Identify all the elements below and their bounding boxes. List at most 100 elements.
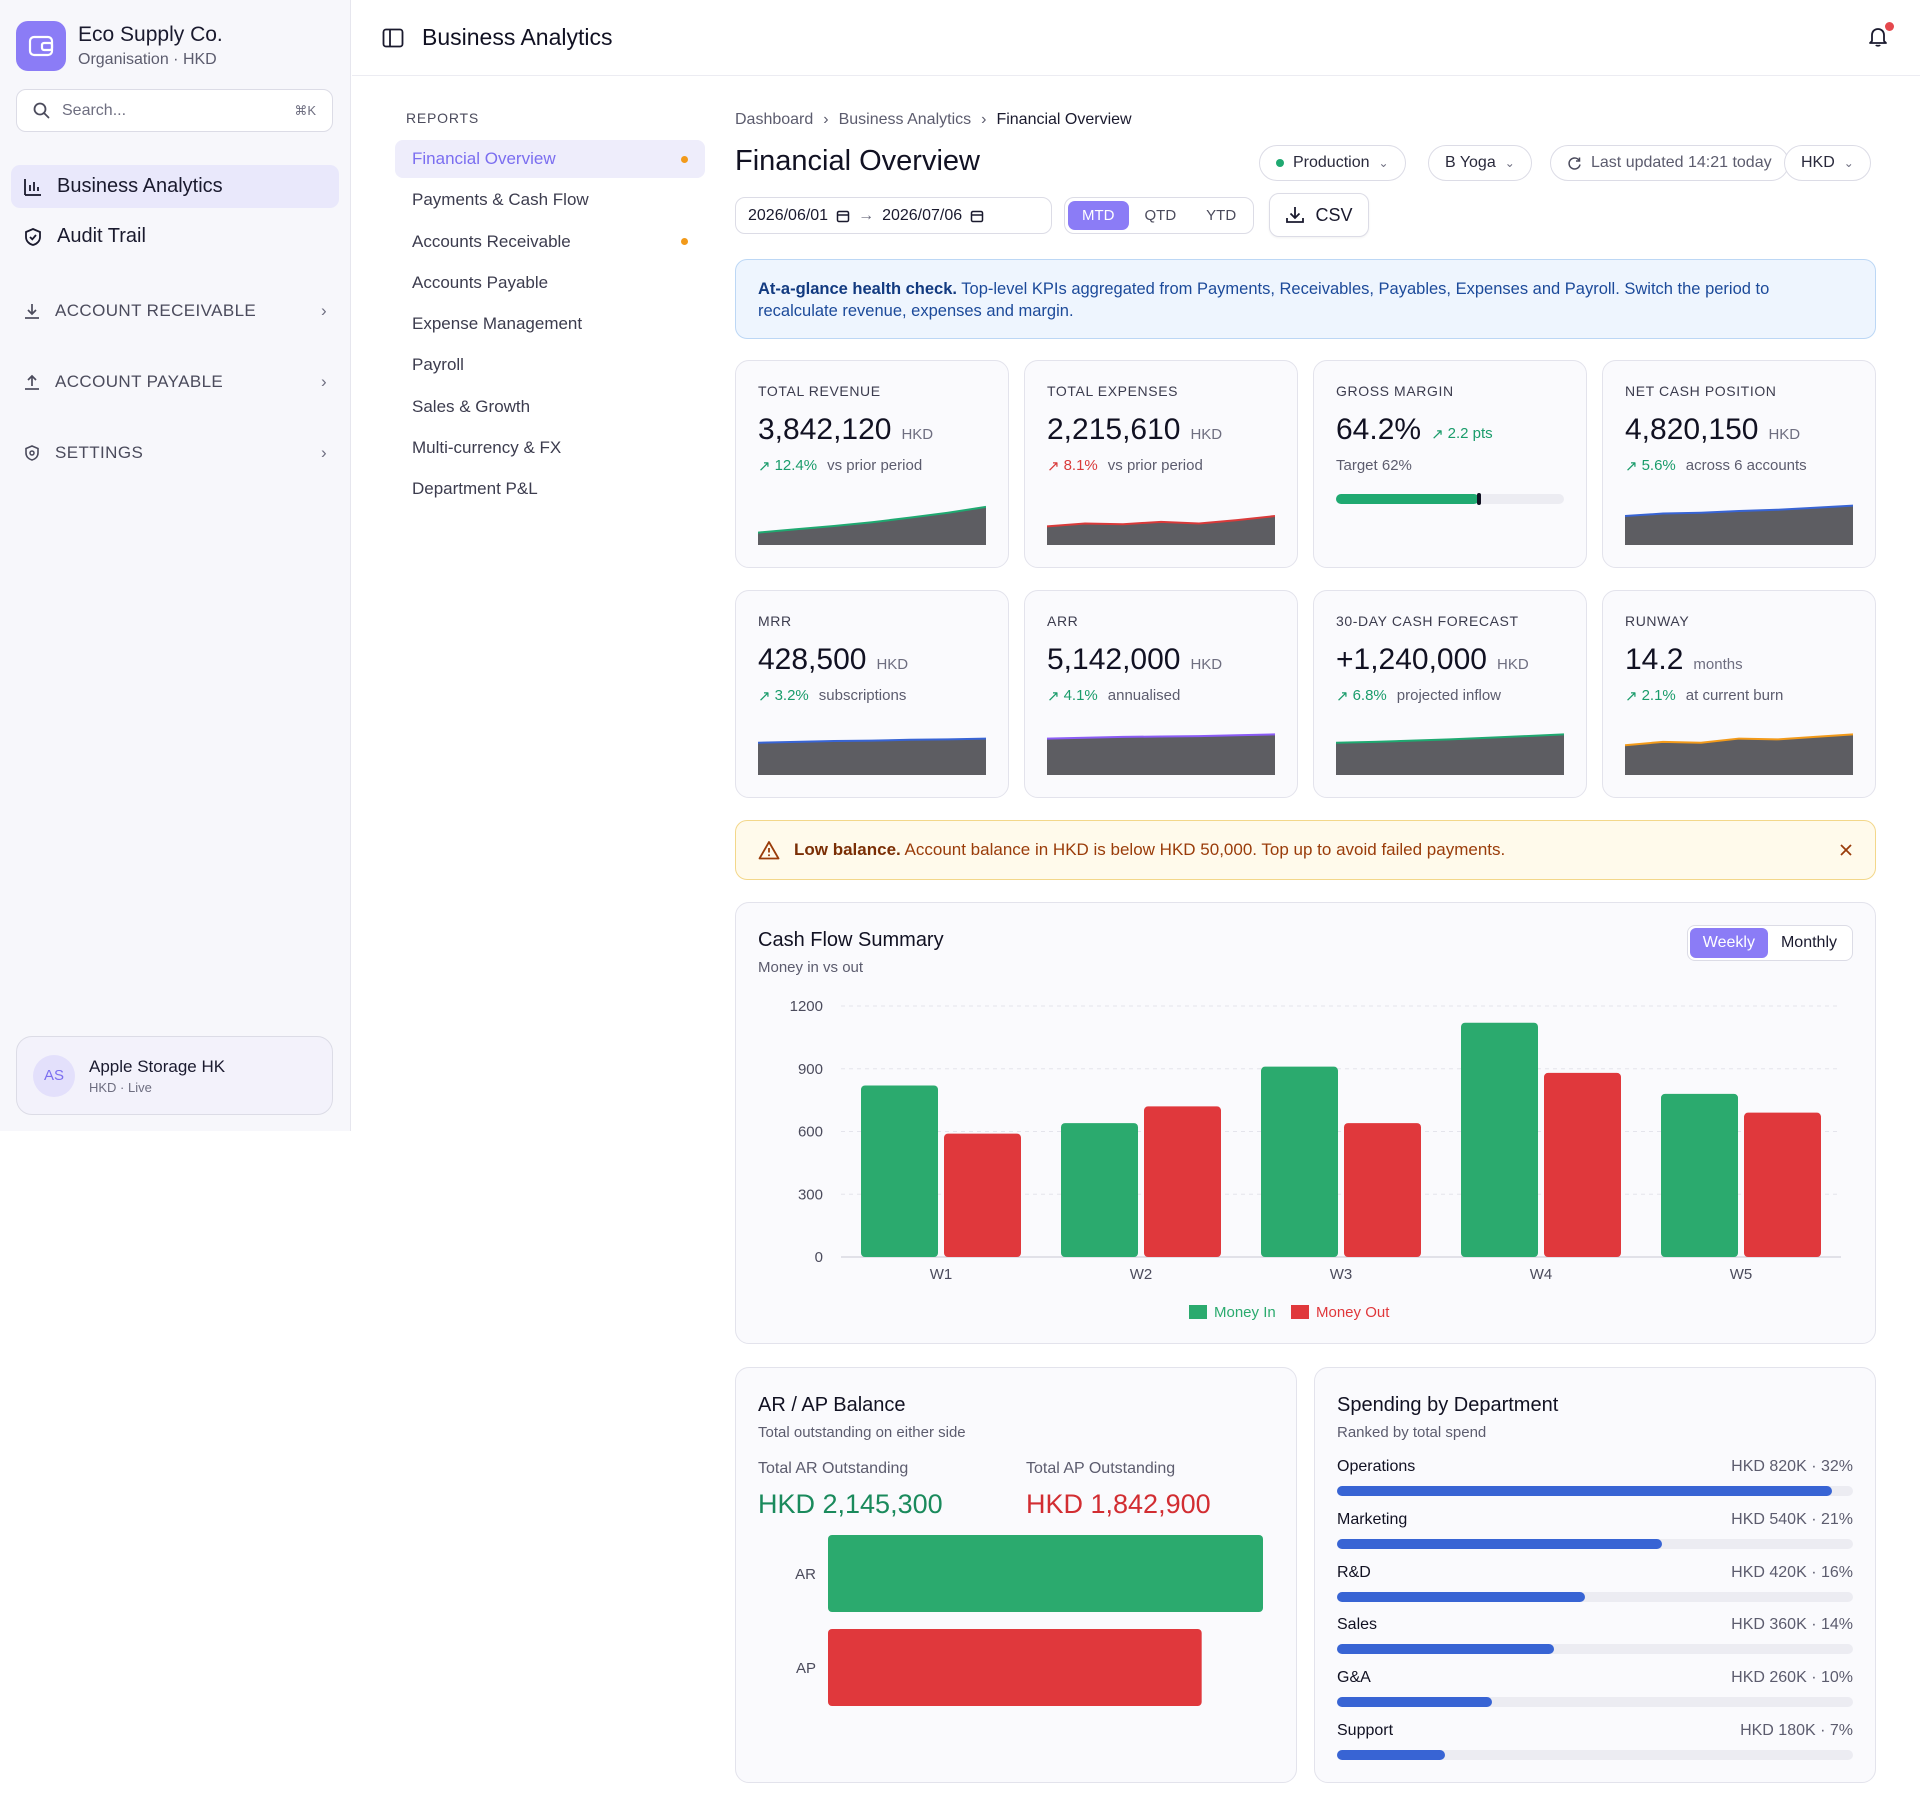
kpi-value-row: 5,142,000 HKD: [1047, 643, 1275, 677]
sparkline-line: [1625, 733, 1853, 747]
sparkline-area: [1047, 516, 1275, 545]
money-in-bar[interactable]: [1461, 1022, 1538, 1257]
sparkline-line: [1625, 504, 1853, 518]
report-item-label: Sales & Growth: [412, 396, 531, 416]
calendar-icon[interactable]: [970, 209, 984, 223]
money-in-bar[interactable]: [1061, 1123, 1138, 1257]
x-tick-label: W4: [1530, 1266, 1553, 1283]
report-item-label: Payroll: [412, 355, 464, 375]
money-in-bar[interactable]: [861, 1085, 938, 1257]
money-out-bar[interactable]: [1544, 1072, 1621, 1257]
sparkline: [1625, 733, 1853, 775]
kpi-value: 5,142,000: [1047, 643, 1181, 676]
account-name: Apple Storage HK: [89, 1056, 226, 1076]
legend-label[interactable]: Money Out: [1316, 1304, 1390, 1321]
department-name: G&A: [1337, 1669, 1371, 1687]
report-item[interactable]: Payroll: [395, 346, 705, 384]
x-tick-label: W5: [1730, 1266, 1753, 1283]
search-input[interactable]: Search... ⌘K: [16, 89, 333, 132]
kpi-change-note: across 6 accounts: [1685, 457, 1807, 474]
date-range-picker[interactable]: 2026/06/01 → 2026/07/06: [735, 197, 1052, 234]
environment-select[interactable]: Production ⌄: [1259, 145, 1406, 181]
close-icon[interactable]: [1839, 843, 1853, 857]
report-item[interactable]: Department P&L: [395, 470, 705, 508]
breadcrumb-business-analytics[interactable]: Business Analytics: [838, 111, 972, 128]
report-item[interactable]: Multi-currency & FX: [395, 429, 705, 467]
department-row[interactable]: Marketing HKD 540K · 21%: [1337, 1511, 1853, 1549]
toggle-weekly[interactable]: Weekly: [1689, 928, 1768, 958]
sidebar-group-settings[interactable]: SETTINGS ›: [11, 433, 339, 473]
money-out-bar[interactable]: [1744, 1112, 1821, 1257]
department-bar: [1337, 1538, 1663, 1549]
bar-chart-icon: [24, 178, 41, 196]
ar-bar[interactable]: [828, 1535, 1263, 1612]
report-item[interactable]: Expense Management: [395, 305, 705, 343]
trend-up-icon: ↗: [758, 458, 771, 475]
kpi-label: TOTAL EXPENSES: [1047, 383, 1179, 399]
arrow-right-icon: →: [858, 206, 875, 224]
department-row[interactable]: Support HKD 180K · 7%: [1337, 1722, 1853, 1760]
sidebar-group-account-payable[interactable]: ACCOUNT PAYABLE ›: [11, 362, 339, 402]
department-row[interactable]: R&D HKD 420K · 16%: [1337, 1564, 1853, 1602]
report-item[interactable]: Payments & Cash Flow: [395, 181, 705, 219]
date-from[interactable]: 2026/06/01: [748, 206, 829, 224]
report-item[interactable]: Accounts Payable: [395, 264, 705, 302]
money-out-bar[interactable]: [1144, 1106, 1221, 1257]
kpi-value: +1,240,000: [1336, 643, 1487, 676]
sparkline-line: [758, 505, 986, 534]
refresh-button[interactable]: Last updated 14:21 today: [1550, 145, 1789, 181]
sidebar-group-account-receivable[interactable]: ACCOUNT RECEIVABLE ›: [11, 291, 339, 331]
kpi-value-row: 14.2 months: [1625, 643, 1853, 677]
ar-label: Total AR Outstanding: [758, 1460, 909, 1477]
period-mtd[interactable]: MTD: [1068, 201, 1129, 230]
department-row[interactable]: Sales HKD 360K · 14%: [1337, 1616, 1853, 1655]
currency-select[interactable]: HKD ⌄: [1784, 145, 1871, 181]
org-switcher[interactable]: Eco Supply Co. Organisation · HKD: [16, 21, 223, 71]
sidebar-item-business-analytics[interactable]: Business Analytics: [11, 165, 339, 208]
date-to[interactable]: 2026/07/06: [882, 206, 963, 224]
period-ytd[interactable]: YTD: [1206, 207, 1237, 224]
y-tick-label: 300: [798, 1186, 823, 1203]
topbar: Business Analytics: [352, 0, 1920, 76]
report-item[interactable]: Sales & Growth: [395, 388, 705, 426]
report-item[interactable]: Accounts Receivable: [395, 223, 705, 261]
department-row[interactable]: G&A HKD 260K · 10%: [1337, 1669, 1853, 1708]
kpi-card: NET CASH POSITION 4,820,150 HKD ↗ 5.6% across…: [1602, 360, 1876, 568]
breadcrumb: Dashboard › Business Analytics › Financi…: [735, 111, 1132, 129]
period-qtd[interactable]: QTD: [1144, 207, 1177, 224]
sidebar-item-label: Audit Trail: [57, 225, 146, 247]
kpi-unit: HKD: [1190, 656, 1223, 673]
cash-flow-title: Cash Flow Summary: [758, 929, 944, 951]
spending-title: Spending by Department: [1337, 1394, 1559, 1416]
toggle-monthly[interactable]: Monthly: [1780, 934, 1837, 951]
money-out-bar[interactable]: [1344, 1123, 1421, 1257]
ap-value: HKD 1,842,900: [1026, 1489, 1211, 1519]
sparkline: [1625, 504, 1853, 545]
kpi-target-label: Target 62%: [1336, 457, 1412, 474]
calendar-icon[interactable]: [836, 209, 850, 223]
kpi-change-note: annualised: [1107, 687, 1181, 704]
report-item[interactable]: Financial Overview: [395, 140, 705, 178]
sidebar-item-audit-trail[interactable]: Audit Trail: [11, 215, 339, 258]
department-name: Operations: [1337, 1458, 1416, 1475]
money-in-bar[interactable]: [1661, 1093, 1738, 1257]
money-in-bar[interactable]: [1261, 1066, 1338, 1257]
sidebar-toggle-icon[interactable]: [382, 28, 404, 48]
entity-select[interactable]: B Yoga ⌄: [1428, 145, 1532, 181]
notifications-button[interactable]: [1866, 22, 1894, 50]
kpi-change-value: 2.1%: [1641, 687, 1676, 704]
shield-gear-icon: [25, 445, 39, 461]
export-csv-button[interactable]: CSV: [1269, 193, 1369, 237]
ap-label: Total AP Outstanding: [1026, 1460, 1176, 1477]
org-sub: Organisation · HKD: [78, 51, 217, 68]
legend-swatch: [1189, 1305, 1207, 1319]
money-out-bar[interactable]: [944, 1133, 1021, 1257]
department-row[interactable]: Operations HKD 820K · 32%: [1337, 1458, 1853, 1496]
legend-label[interactable]: Money In: [1214, 1304, 1276, 1321]
breadcrumb-dashboard[interactable]: Dashboard: [735, 111, 814, 128]
search-placeholder: Search...: [62, 101, 127, 119]
kpi-change: ↗ 5.6% across 6 accounts: [1625, 457, 1853, 475]
ap-bar[interactable]: [828, 1629, 1202, 1706]
account-switcher[interactable]: AS Apple Storage HK HKD · Live: [16, 1036, 333, 1115]
department-name: Sales: [1337, 1616, 1378, 1634]
